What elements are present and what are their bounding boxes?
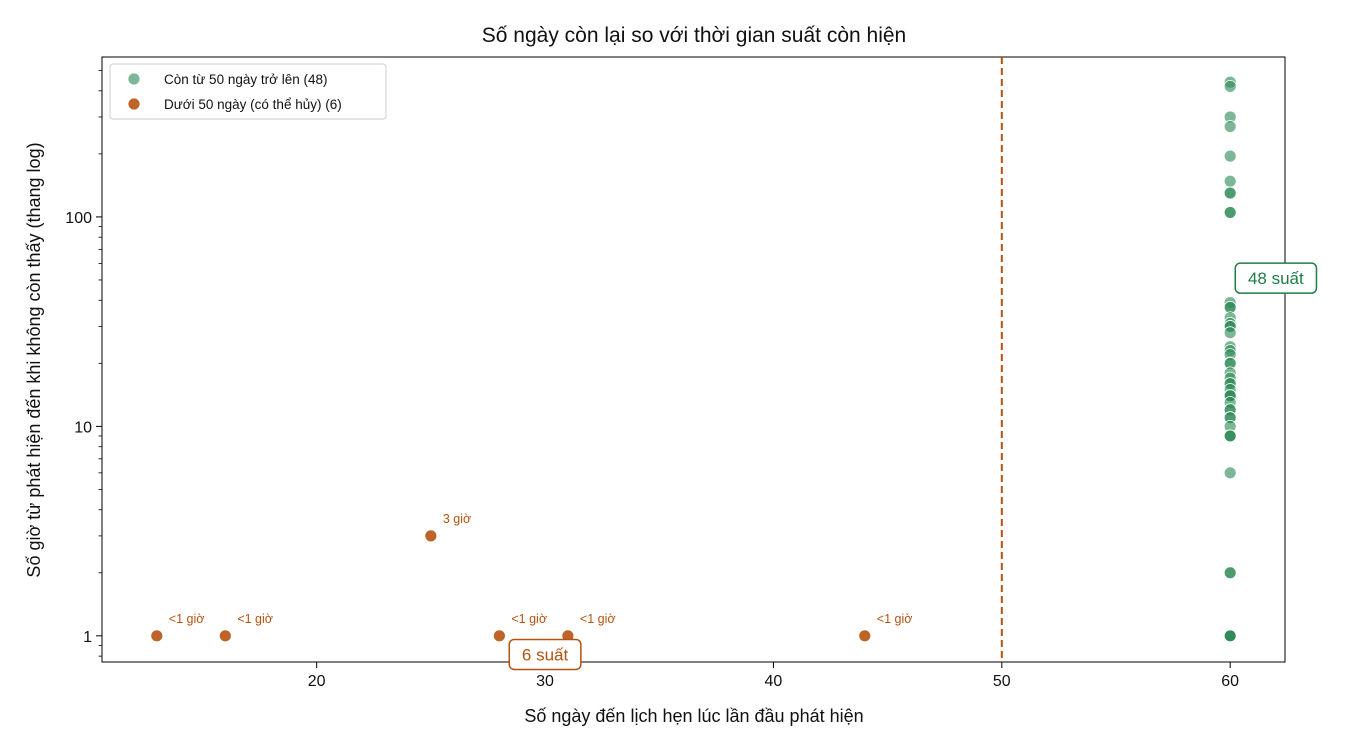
- scatter-point-lt50: [858, 629, 872, 643]
- point-label: <1 giờ: [877, 612, 913, 626]
- scatter-point-lt50: [218, 629, 232, 643]
- y-tick-label: 10: [74, 419, 92, 436]
- scatter-point-ge50: [1223, 629, 1237, 643]
- annotation-text: 6 suất: [522, 645, 569, 664]
- legend-label: Dưới 50 ngày (có thể hủy) (6): [164, 97, 342, 112]
- legend-marker: [127, 72, 141, 86]
- legend-marker: [127, 97, 141, 111]
- x-tick-label: 60: [1221, 673, 1239, 690]
- x-tick-label: 50: [993, 673, 1011, 690]
- point-label: <1 giờ: [237, 612, 273, 626]
- annotation-box: 48 suất: [1234, 262, 1318, 294]
- annotation-border: [1234, 262, 1318, 294]
- y-tick-label: 1: [83, 629, 92, 646]
- legend-label: Còn từ 50 ngày trở lên (48): [164, 72, 327, 87]
- x-tick-label: 30: [536, 673, 554, 690]
- scatter-point-ge50: [1223, 186, 1237, 200]
- x-tick-label: 40: [765, 673, 783, 690]
- legend-frame: [109, 63, 387, 120]
- scatter-point-lt50: [150, 629, 164, 643]
- scatter-point-ge50: [1223, 174, 1237, 188]
- point-label: <1 giờ: [580, 612, 616, 626]
- y-axis-label: Số giờ từ phát hiện đến khi không còn th…: [24, 142, 44, 577]
- scatter-point-ge50: [1223, 466, 1237, 480]
- x-tick-label: 20: [308, 673, 326, 690]
- scatter-point-ge50: [1223, 79, 1237, 93]
- y-tick-label: 100: [65, 210, 92, 227]
- point-label: <1 giờ: [511, 612, 547, 626]
- point-label: <1 giờ: [169, 612, 205, 626]
- scatter-point-lt50: [424, 529, 438, 543]
- plot-frame: [101, 56, 1286, 663]
- x-axis-label: Số ngày đến lịch hẹn lúc lần đầu phát hi…: [524, 706, 863, 726]
- scatter-point-ge50: [1223, 206, 1237, 219]
- scatter-point-lt50: [492, 629, 506, 643]
- scatter-point-ge50: [1223, 429, 1237, 443]
- legend: Còn từ 50 ngày trở lên (48) Dưới 50 ngày …: [109, 63, 387, 120]
- plot-area: 20 30 40 50 60 1 10 100 <1 giờ <1 giờ 3 giờ <1 giờ <…: [65, 56, 1318, 690]
- scatter-point-ge50: [1223, 326, 1237, 340]
- chart-title: Số ngày còn lại so với thời gian suất cò…: [482, 24, 906, 47]
- scatter-point-ge50: [1223, 149, 1237, 163]
- annotation-box: 6 suất: [508, 638, 582, 671]
- scatter-point-ge50: [1223, 120, 1237, 133]
- annotation-border: [508, 638, 582, 671]
- point-label: 3 giờ: [443, 512, 471, 526]
- annotation-text: 48 suất: [1248, 269, 1304, 288]
- scatter-point-ge50: [1223, 566, 1237, 580]
